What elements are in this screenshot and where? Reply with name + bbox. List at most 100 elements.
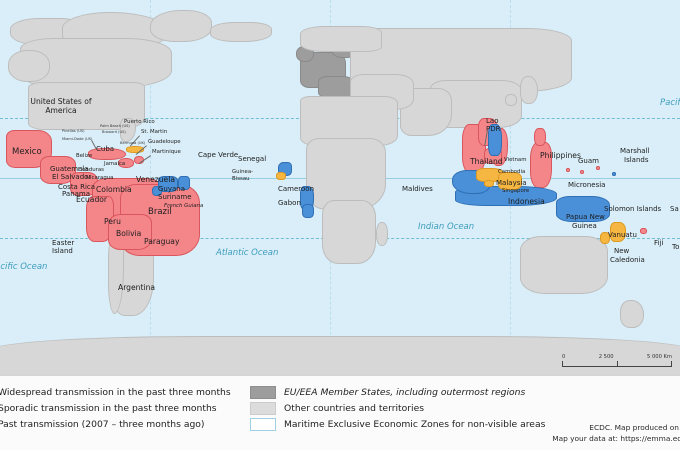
label-martinique: Martinique	[152, 149, 181, 155]
label-panama: Panama	[62, 190, 91, 198]
legend-label-widespread: Widespread transmission in the past thre…	[0, 386, 231, 398]
label-malaysia: Malaysia	[496, 179, 527, 187]
label-french-guiana: French Guiana	[164, 203, 204, 209]
legend-item-widespread[interactable]: Widespread transmission in the past thre…	[0, 384, 231, 400]
legend-item-past[interactable]: Past transmission (2007 – three months a…	[0, 416, 231, 432]
legend-label-other-countries: Other countries and territories	[284, 402, 425, 414]
region-singapore-past[interactable]	[484, 180, 494, 187]
land-india	[400, 88, 452, 136]
region-philippines-widespread[interactable]	[530, 142, 552, 188]
region-venezuela-east-sporadic[interactable]	[152, 186, 162, 196]
land-northern-russia	[300, 26, 382, 52]
region-caribbean-past[interactable]	[126, 146, 144, 153]
ocean-label-indian: Indian Ocean	[418, 222, 475, 232]
land-central-africa	[306, 138, 386, 210]
region-vanuatu-past[interactable]	[600, 232, 610, 244]
label-marshall-islands-line1: Marshall	[620, 147, 650, 155]
island-dot-micronesia-2	[580, 170, 584, 174]
land-alaska	[8, 50, 50, 82]
label-st-martin: St. Martin	[141, 129, 168, 135]
region-guyana-suriname-sporadic[interactable]	[158, 176, 178, 192]
label-cambodia: Cambodia	[498, 169, 526, 175]
region-philippines-north-widespread[interactable]	[534, 128, 546, 146]
legend-swatch-eu-eea	[250, 385, 276, 399]
label-papua-new-guinea-line1: Papua New	[566, 213, 605, 221]
label-mexico: Mexico	[12, 147, 42, 157]
label-micronesia: Micronesia	[568, 181, 606, 189]
label-guyana: Guyana	[158, 185, 186, 193]
label-guadeloupe: Guadeloupe	[148, 139, 181, 145]
scale-bar-graphic	[562, 361, 672, 367]
label-marshall-islands-line2: Islands	[624, 156, 649, 164]
label-belize: Belize	[76, 153, 93, 159]
legend-item-other-countries[interactable]: Other countries and territories	[250, 400, 545, 416]
island-dot-micronesia-3	[596, 166, 600, 170]
label-new-caledonia-line1: New	[614, 247, 630, 255]
label-maldives: Maldives	[402, 185, 433, 193]
label-vietnam: Vietnam	[504, 157, 527, 163]
region-hispaniola-widespread[interactable]	[118, 158, 134, 168]
land-australia	[520, 236, 608, 294]
label-solomon-islands: Solomon Islands	[604, 205, 662, 213]
map-legend: Widespread transmission in the past thre…	[0, 375, 680, 450]
label-indonesia: Indonesia	[508, 197, 545, 206]
region-french-guiana-sporadic[interactable]	[178, 176, 190, 190]
legend-item-sporadic[interactable]: Sporadic transmission in the past three …	[0, 400, 231, 416]
region-gabon-sporadic[interactable]	[302, 204, 314, 218]
land-florida	[120, 118, 136, 142]
land-korea	[505, 94, 517, 106]
land-svalbard-arctic	[210, 22, 272, 42]
island-dot-fiji	[640, 228, 647, 234]
land-southern-africa	[322, 200, 376, 264]
legend-label-maritime-eez: Maritime Exclusive Economic Zones for no…	[284, 418, 546, 430]
label-singapore: Singapore	[502, 188, 530, 194]
ocean-label-pacific-west: Pacific Ocean	[0, 262, 48, 272]
label-new-caledonia-line2: Caledonia	[610, 256, 645, 264]
label-colombia: Colombia	[96, 185, 132, 194]
island-dot-micronesia-1	[566, 168, 570, 172]
label-bolivia: Bolivia	[116, 229, 142, 238]
scale-end: 5 000 Km	[647, 354, 672, 360]
legend-item-maritime-eez[interactable]: Maritime Exclusive Economic Zones for no…	[250, 416, 545, 432]
label-united-states-line1: United States of	[30, 97, 92, 106]
label-fiji: Fiji	[654, 239, 664, 247]
map-credit: ECDC. Map produced on 2 Map your data at…	[552, 422, 680, 444]
label-peru: Peru	[104, 217, 121, 226]
region-cuba-widespread[interactable]	[88, 148, 126, 160]
land-antarctica	[0, 336, 680, 375]
label-cameroon: Cameroon	[278, 185, 315, 193]
label-suriname: Suriname	[158, 193, 192, 201]
label-puerto-rico: Puerto Rico	[124, 119, 155, 125]
region-bolivia-paraguay-widespread[interactable]	[108, 214, 152, 250]
credit-line-2: Map your data at: https://emma.ecd	[552, 433, 680, 443]
region-vietnam-coast-sporadic[interactable]	[488, 124, 502, 156]
label-guatemala: Guatemala	[50, 165, 89, 173]
legend-item-eu-eea[interactable]: EU/EEA Member States, including outermos…	[250, 384, 545, 400]
island-dot-micronesia-4	[612, 172, 616, 176]
ocean-label-pacific-east: Pacific	[660, 98, 680, 108]
label-united-states-line2: America	[45, 106, 77, 115]
scale-start: 0	[562, 354, 566, 360]
label-lao-pdr-line2: PDR	[486, 125, 501, 133]
region-papua-new-guinea-sporadic[interactable]	[556, 196, 610, 222]
label-brazil: Brazil	[148, 207, 172, 217]
label-argentina: Argentina	[118, 283, 156, 292]
label-paraguay: Paraguay	[144, 237, 180, 246]
label-palm-beach: Palm Beach (US)	[100, 124, 130, 128]
land-greenland	[150, 10, 212, 42]
world-map[interactable]: Pacific Ocean Atlantic Ocean Indian Ocea…	[0, 0, 680, 375]
legend-label-past: Past transmission (2007 – three months a…	[0, 418, 205, 430]
region-thailand-widespread[interactable]	[462, 124, 486, 174]
label-samoa-clipped: Sa	[670, 205, 679, 213]
label-guinea-bissau-line2: Bissau	[232, 176, 250, 182]
label-guam: Guam	[578, 157, 599, 165]
region-borneo-past[interactable]	[498, 172, 522, 190]
region-guinea-bissau-past[interactable]	[276, 172, 286, 180]
region-solomon-islands-past[interactable]	[610, 222, 626, 242]
scale-bar: 0 2 500 5 000 Km	[562, 354, 672, 367]
land-japan	[520, 76, 538, 104]
label-gabon: Gabon	[278, 199, 301, 207]
label-pinellas: Pinellas (US)	[62, 129, 85, 133]
label-senegal: Senegal	[238, 155, 267, 163]
label-easter-island-line1: Easter	[52, 239, 75, 247]
